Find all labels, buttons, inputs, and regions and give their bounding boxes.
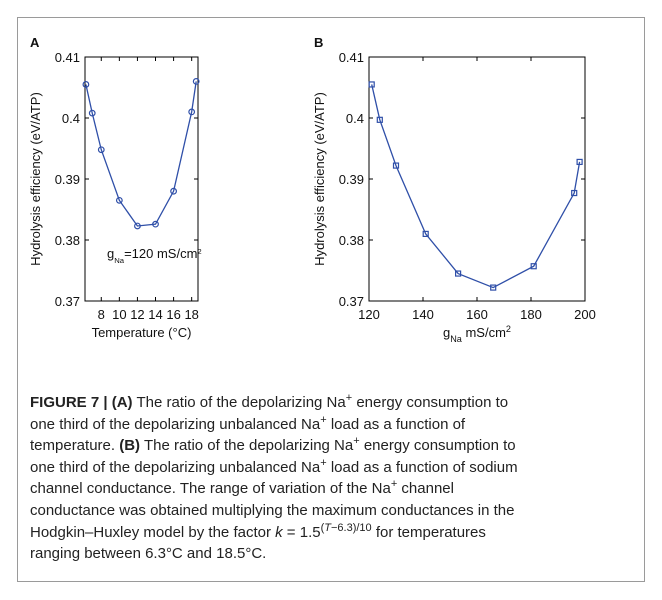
caption-text: = 1.5	[282, 523, 321, 541]
annotation: gNa=120 mS/cm2	[107, 246, 202, 265]
caption-text: +	[345, 392, 353, 404]
marker	[170, 187, 177, 195]
y-tick-label: 0.41	[339, 50, 364, 65]
x-axis-label-part: mS/cm	[462, 325, 506, 340]
caption-line: temperature. (B) The ratio of the depola…	[30, 435, 642, 457]
caption-text: +	[390, 478, 398, 491]
marker	[88, 109, 96, 117]
caption-text: for temperatures	[371, 523, 486, 541]
annotation-part: 2	[197, 247, 201, 256]
y-axis-label: Hydrolysis efficiency (eV/ATP)	[28, 92, 43, 266]
x-tick-label: 140	[412, 307, 434, 322]
x-axis-label: Temperature (°C)	[92, 325, 192, 340]
charts: A 0.37 0.38 0.39 0.4 0.41 8 10 12 14 16 18 Temperatu…	[28, 35, 596, 344]
annotation-part: Na	[114, 256, 125, 265]
y-tick-label: 0.39	[339, 172, 364, 187]
y-tick-label: 0.41	[55, 50, 80, 65]
marker	[376, 116, 383, 123]
x-tick-label: 8	[98, 307, 105, 322]
y-tick-label: 0.38	[339, 233, 364, 248]
marker	[82, 81, 90, 88]
y-axis-label: Hydrolysis efficiency (eV/ATP)	[312, 92, 327, 266]
caption-line: channel conductance. The range of variat…	[30, 478, 642, 500]
caption-text: The ratio of the depolarizing Na	[132, 394, 346, 411]
panel-label: B	[314, 35, 323, 50]
caption-text: +	[320, 413, 327, 426]
caption-line: FIGURE 7 | (A) The ratio of the depolari…	[30, 392, 642, 414]
marker	[192, 77, 200, 85]
caption-text: channel	[397, 480, 454, 498]
marker	[368, 81, 375, 88]
x-tick-label: 18	[184, 307, 198, 322]
y-tick-label: 0.37	[55, 294, 80, 309]
series-line	[371, 84, 581, 289]
caption-text: (B)	[119, 437, 141, 455]
caption: FIGURE 7 | (A) The ratio of the depolari…	[30, 392, 642, 565]
caption-text: FIGURE 7 | (A)	[30, 394, 133, 411]
caption-text: one third of the depolarizing unbalanced…	[30, 458, 321, 476]
x-axis-label-part: Na	[450, 334, 463, 344]
marker	[530, 263, 537, 270]
marker	[455, 270, 462, 277]
x-tick-label: 120	[358, 307, 380, 322]
plot-frame	[84, 56, 199, 302]
x-tick-label: 180	[520, 307, 542, 322]
caption-line: Hodgkin–Huxley model by the factor k = 1…	[30, 522, 642, 544]
caption-line: ranging between 6.3°C and 18.5°C.	[30, 543, 642, 565]
marker	[490, 284, 497, 291]
x-tick-label: 10	[112, 307, 126, 322]
x-tick-label: 12	[130, 307, 144, 322]
caption-text: T	[324, 521, 331, 534]
y-axis-label-part: Hydrolysis efficiency (eV/ATP)	[312, 92, 327, 266]
caption-text: ranging between 6.3°C and 18.5°C.	[30, 545, 267, 563]
marker	[392, 162, 400, 169]
x-tick-label: 16	[166, 307, 180, 322]
caption-text: temperature.	[30, 437, 120, 455]
caption-text: energy consumption to	[352, 394, 509, 411]
y-tick-label: 0.4	[346, 111, 364, 126]
marker	[134, 222, 141, 230]
caption-text: Hodgkin–Huxley model by the factor	[30, 523, 276, 541]
caption-line: one third of the depolarizing unbalanced…	[30, 414, 642, 436]
caption-text: (	[320, 521, 325, 534]
marker	[188, 108, 196, 116]
caption-text: one third of the depolarizing unbalanced…	[30, 415, 321, 433]
caption-text: The ratio of the depolarizing Na	[140, 437, 354, 455]
marker	[97, 146, 105, 154]
panel-label: A	[30, 35, 40, 50]
caption-line: one third of the depolarizing unbalanced…	[30, 457, 642, 479]
marker	[152, 220, 159, 228]
x-axis-label-part: Temperature (°C)	[92, 325, 192, 340]
x-tick-label: 200	[574, 307, 596, 322]
caption-text: energy consumption to	[359, 437, 516, 455]
marker	[571, 189, 578, 197]
x-axis-label-part: g	[443, 325, 450, 340]
marker	[576, 158, 583, 166]
marker	[422, 230, 429, 237]
figure-frame	[17, 17, 645, 582]
caption-text: k	[275, 523, 283, 541]
caption-text: channel conductance. The range of variat…	[30, 480, 391, 498]
y-tick-label: 0.37	[339, 294, 364, 309]
caption-text: conductance was obtained multiplying the…	[30, 501, 515, 519]
annotation-part: g	[107, 246, 114, 261]
x-tick-label: 160	[466, 307, 488, 322]
x-axis-label-part: 2	[506, 324, 511, 334]
x-axis-label: gNa mS/cm2	[443, 324, 511, 344]
caption-text: −6.3)/10	[331, 521, 372, 534]
caption-text: load as a function of sodium	[326, 458, 518, 476]
y-axis-label-part: Hydrolysis efficiency (eV/ATP)	[28, 92, 43, 266]
y-tick-label: 0.38	[55, 233, 80, 248]
caption-line: conductance was obtained multiplying the…	[30, 500, 642, 522]
caption-text: +	[353, 435, 360, 448]
y-tick-label: 0.39	[55, 172, 80, 187]
y-tick-label: 0.4	[62, 111, 80, 126]
series-line	[85, 81, 197, 227]
caption-text: +	[320, 456, 327, 469]
x-tick-label: 14	[148, 307, 162, 322]
annotation-part: =120 mS/cm	[124, 246, 197, 261]
caption-text: load as a function of	[326, 415, 466, 433]
marker	[115, 196, 123, 204]
